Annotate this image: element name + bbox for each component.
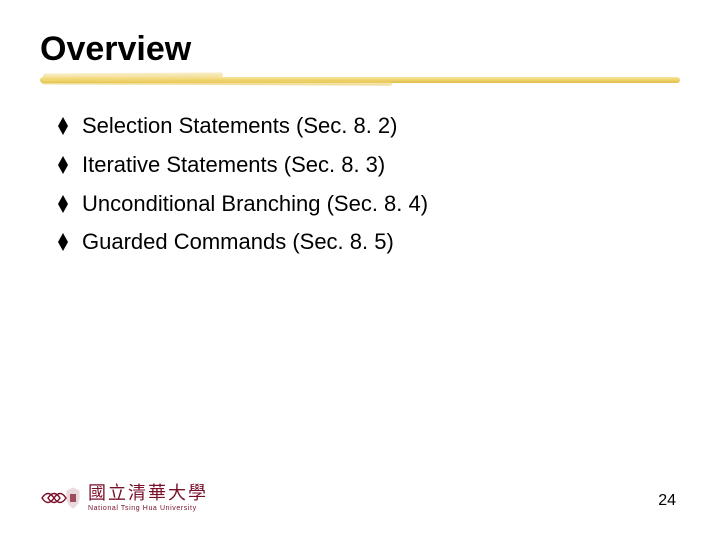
diamond-bullet-icon (58, 233, 68, 251)
bullet-text: Iterative Statements (Sec. 8. 3) (82, 150, 385, 181)
university-name: 國立清華大學 National Tsing Hua University (88, 484, 208, 512)
slide-title: Overview (40, 30, 680, 69)
diamond-bullet-icon (58, 117, 68, 135)
underline-stroke (42, 80, 392, 85)
bullet-text: Selection Statements (Sec. 8. 2) (82, 111, 398, 142)
list-item: Guarded Commands (Sec. 8. 5) (58, 227, 680, 258)
footer-logo: 國立清華大學 National Tsing Hua University (40, 484, 208, 512)
university-name-cn: 國立清華大學 (88, 484, 208, 502)
diamond-bullet-icon (58, 156, 68, 174)
bullet-text: Guarded Commands (Sec. 8. 5) (82, 227, 394, 258)
list-item: Unconditional Branching (Sec. 8. 4) (58, 189, 680, 220)
slide: Overview Selection Statements (Sec. 8. 2… (0, 0, 720, 540)
university-crest-icon (40, 484, 80, 512)
list-item: Iterative Statements (Sec. 8. 3) (58, 150, 680, 181)
page-number: 24 (658, 492, 676, 510)
list-item: Selection Statements (Sec. 8. 2) (58, 111, 680, 142)
university-name-en: National Tsing Hua University (88, 505, 208, 512)
diamond-bullet-icon (58, 195, 68, 213)
bullet-text: Unconditional Branching (Sec. 8. 4) (82, 189, 428, 220)
bullet-list: Selection Statements (Sec. 8. 2) Iterati… (40, 111, 680, 258)
title-underline (40, 75, 680, 83)
